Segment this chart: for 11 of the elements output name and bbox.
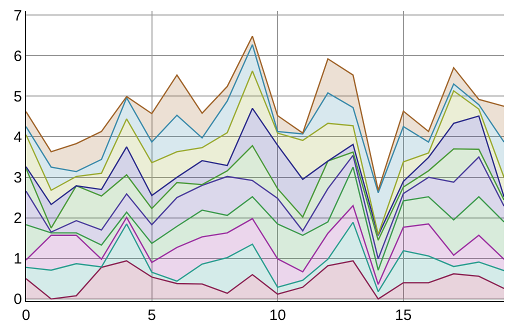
y-tick-label: 0 bbox=[14, 291, 22, 308]
y-tick-label: 4 bbox=[14, 128, 22, 146]
y-tick-label: 7 bbox=[14, 7, 22, 24]
y-tick-label: 1 bbox=[14, 250, 22, 268]
x-tick-label: 5 bbox=[148, 307, 156, 324]
y-tick-label: 2 bbox=[14, 210, 22, 228]
y-tick-label: 3 bbox=[14, 170, 22, 187]
y-tick-label: 6 bbox=[14, 48, 22, 65]
x-tick-label: 10 bbox=[269, 307, 286, 324]
y-tick-label: 5 bbox=[14, 88, 22, 106]
x-tick-label: 15 bbox=[395, 307, 412, 324]
